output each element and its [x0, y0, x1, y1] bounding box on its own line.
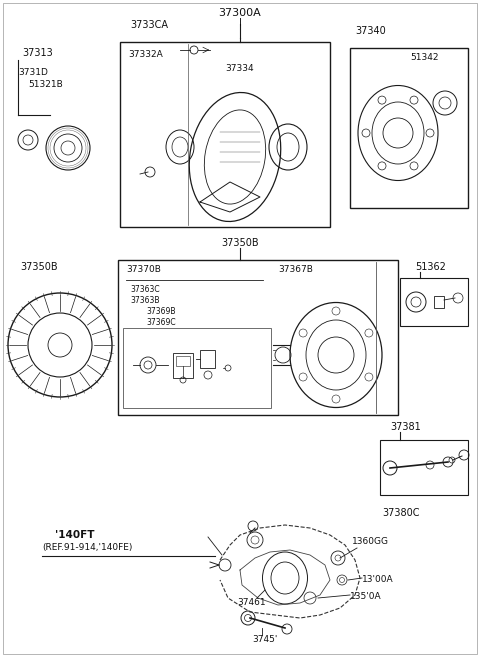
Text: 1360GG: 1360GG [352, 537, 389, 546]
Text: 37380C: 37380C [382, 508, 420, 518]
Bar [123, 328, 271, 408]
Text: (REF.91-914,'140FE): (REF.91-914,'140FE) [42, 543, 132, 552]
Text: 37381: 37381 [390, 422, 421, 432]
Text: 37363C: 37363C [130, 285, 160, 294]
Bar [120, 42, 330, 227]
Text: 37313: 37313 [22, 48, 53, 58]
Bar [176, 356, 190, 366]
Text: 13'00A: 13'00A [362, 575, 394, 584]
Bar [118, 260, 398, 415]
Text: 37369B: 37369B [146, 307, 176, 316]
Text: 37370B: 37370B [126, 265, 161, 274]
Text: 37461: 37461 [237, 598, 265, 607]
Text: 3745': 3745' [252, 635, 277, 644]
Text: 3731D: 3731D [18, 68, 48, 77]
Bar [434, 296, 444, 308]
Bar [350, 48, 468, 208]
Text: I: I [239, 18, 241, 28]
Text: 3733CA: 3733CA [130, 20, 168, 30]
Text: 51321B: 51321B [28, 80, 63, 89]
Text: 37350B: 37350B [20, 262, 58, 272]
Text: '140FT: '140FT [55, 530, 95, 540]
Text: 51362: 51362 [415, 262, 446, 272]
Bar [380, 440, 468, 495]
Text: 37332A: 37332A [128, 50, 163, 59]
Text: 37367B: 37367B [278, 265, 313, 274]
Text: 37300A: 37300A [218, 8, 262, 18]
Bar [173, 353, 193, 378]
Text: 37340: 37340 [355, 26, 386, 36]
Text: 51342: 51342 [410, 53, 439, 62]
Text: 37363B: 37363B [130, 296, 159, 305]
Text: 37369C: 37369C [146, 318, 176, 327]
Text: 135'0A: 135'0A [350, 592, 382, 601]
Bar [200, 350, 215, 368]
Text: 37350B: 37350B [221, 238, 259, 248]
Bar [400, 278, 468, 326]
Text: 37334: 37334 [225, 64, 253, 73]
